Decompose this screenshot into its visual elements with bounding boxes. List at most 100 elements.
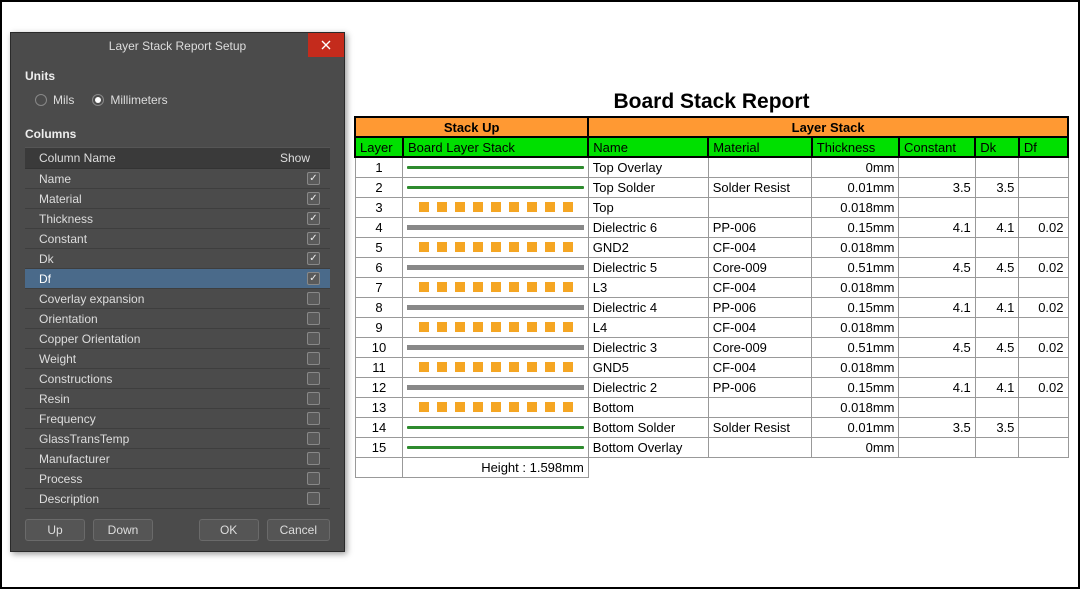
down-button[interactable]: Down	[93, 519, 153, 541]
column-row[interactable]: Resin	[25, 389, 330, 409]
cell-dk: 4.1	[975, 297, 1019, 317]
report-row: 14Bottom SolderSolder Resist0.01mm3.53.5	[355, 417, 1068, 437]
cell-df	[1019, 397, 1068, 417]
column-show-checkbox[interactable]	[307, 192, 320, 205]
column-row[interactable]: Manufacturer	[25, 449, 330, 469]
cell-name: Bottom Solder	[588, 417, 708, 437]
column-show-checkbox[interactable]	[307, 252, 320, 265]
cell-layer: 15	[355, 437, 403, 457]
column-row[interactable]: Df	[25, 269, 330, 289]
squares-row-icon	[419, 202, 573, 212]
col-header-name: Name	[588, 137, 708, 157]
column-show-checkbox[interactable]	[307, 432, 320, 445]
stack-graphic	[403, 398, 587, 417]
cell-stack-graphic	[403, 337, 588, 357]
column-show-checkbox[interactable]	[307, 332, 320, 345]
cell-name: Dielectric 3	[588, 337, 708, 357]
cell-material: Core-009	[708, 337, 812, 357]
stack-graphic	[403, 238, 587, 257]
column-show-checkbox[interactable]	[307, 232, 320, 245]
report-row: 4Dielectric 6PP-0060.15mm4.14.10.02	[355, 217, 1068, 237]
stack-graphic	[403, 298, 587, 317]
cell-thickness: 0.01mm	[812, 417, 899, 437]
report-row: 13Bottom0.018mm	[355, 397, 1068, 417]
cell-material: PP-006	[708, 377, 812, 397]
column-row[interactable]: Constructions	[25, 369, 330, 389]
column-show-checkbox[interactable]	[307, 292, 320, 305]
cell-layer: 7	[355, 277, 403, 297]
column-show-checkbox[interactable]	[307, 312, 320, 325]
cell-material: PP-006	[708, 217, 812, 237]
cell-stack-graphic	[403, 157, 588, 177]
column-show-checkbox[interactable]	[307, 392, 320, 405]
column-row[interactable]: Dk	[25, 249, 330, 269]
radio-icon	[92, 94, 104, 106]
cell-constant: 4.1	[899, 377, 975, 397]
cell-name: L4	[588, 317, 708, 337]
green-line-icon	[407, 426, 584, 429]
cell-stack-graphic	[403, 317, 588, 337]
report-column-header-row: Layer Board Layer Stack Name Material Th…	[355, 137, 1068, 157]
report-footer-row: Height : 1.598mm	[355, 457, 1068, 477]
cell-dk	[975, 357, 1019, 377]
cancel-button[interactable]: Cancel	[267, 519, 330, 541]
column-show-checkbox[interactable]	[307, 472, 320, 485]
column-show-checkbox[interactable]	[307, 212, 320, 225]
columns-section-label: Columns	[11, 117, 344, 147]
up-button[interactable]: Up	[25, 519, 85, 541]
cell-thickness: 0mm	[812, 157, 899, 177]
column-row[interactable]: Thickness	[25, 209, 330, 229]
column-show-checkbox[interactable]	[307, 352, 320, 365]
column-row[interactable]: Name	[25, 169, 330, 189]
cell-constant	[899, 237, 975, 257]
col-header-boardlayerstack: Board Layer Stack	[403, 137, 588, 157]
cell-df	[1019, 277, 1068, 297]
cell-name: Top Solder	[588, 177, 708, 197]
cell-dk	[975, 397, 1019, 417]
column-show-checkbox[interactable]	[307, 492, 320, 505]
column-row-label: Orientation	[39, 312, 307, 326]
column-row[interactable]: Description	[25, 489, 330, 509]
report-table: Stack Up Layer Stack Layer Board Layer S…	[354, 116, 1069, 478]
column-row[interactable]: Material	[25, 189, 330, 209]
group-header-layerstack: Layer Stack	[588, 117, 1068, 137]
cell-dk	[975, 157, 1019, 177]
report-row: 3Top0.018mm	[355, 197, 1068, 217]
cell-material	[708, 197, 812, 217]
stack-graphic	[403, 158, 587, 177]
column-show-checkbox[interactable]	[307, 452, 320, 465]
dialog-titlebar[interactable]: Layer Stack Report Setup	[11, 33, 344, 59]
units-mils-radio[interactable]: Mils	[35, 93, 74, 107]
units-millimeters-radio[interactable]: Millimeters	[92, 93, 167, 107]
board-stack-report: Board Stack Report Stack Up Layer Stack …	[354, 90, 1069, 478]
column-row[interactable]: Copper Orientation	[25, 329, 330, 349]
cell-stack-graphic	[403, 297, 588, 317]
column-show-checkbox[interactable]	[307, 372, 320, 385]
report-row: 1Top Overlay0mm	[355, 157, 1068, 177]
column-row[interactable]: GlassTransTemp	[25, 429, 330, 449]
column-show-checkbox[interactable]	[307, 412, 320, 425]
cell-stack-graphic	[403, 277, 588, 297]
column-show-checkbox[interactable]	[307, 172, 320, 185]
cell-df: 0.02	[1019, 337, 1068, 357]
cell-name: Top	[588, 197, 708, 217]
col-header-material: Material	[708, 137, 812, 157]
report-row: 6Dielectric 5Core-0090.51mm4.54.50.02	[355, 257, 1068, 277]
column-row[interactable]: Frequency	[25, 409, 330, 429]
column-row[interactable]: Orientation	[25, 309, 330, 329]
column-row[interactable]: Constant	[25, 229, 330, 249]
column-show-checkbox[interactable]	[307, 272, 320, 285]
gray-line-icon	[407, 385, 584, 390]
column-row-label: Name	[39, 172, 307, 186]
cell-df	[1019, 417, 1068, 437]
cell-thickness: 0.018mm	[812, 357, 899, 377]
squares-row-icon	[419, 322, 573, 332]
column-row[interactable]: Process	[25, 469, 330, 489]
column-row[interactable]: Weight	[25, 349, 330, 369]
close-button[interactable]	[308, 33, 344, 57]
cell-thickness: 0.01mm	[812, 177, 899, 197]
column-row-label: Copper Orientation	[39, 332, 307, 346]
ok-button[interactable]: OK	[199, 519, 259, 541]
column-row[interactable]: Coverlay expansion	[25, 289, 330, 309]
cell-stack-graphic	[403, 197, 588, 217]
